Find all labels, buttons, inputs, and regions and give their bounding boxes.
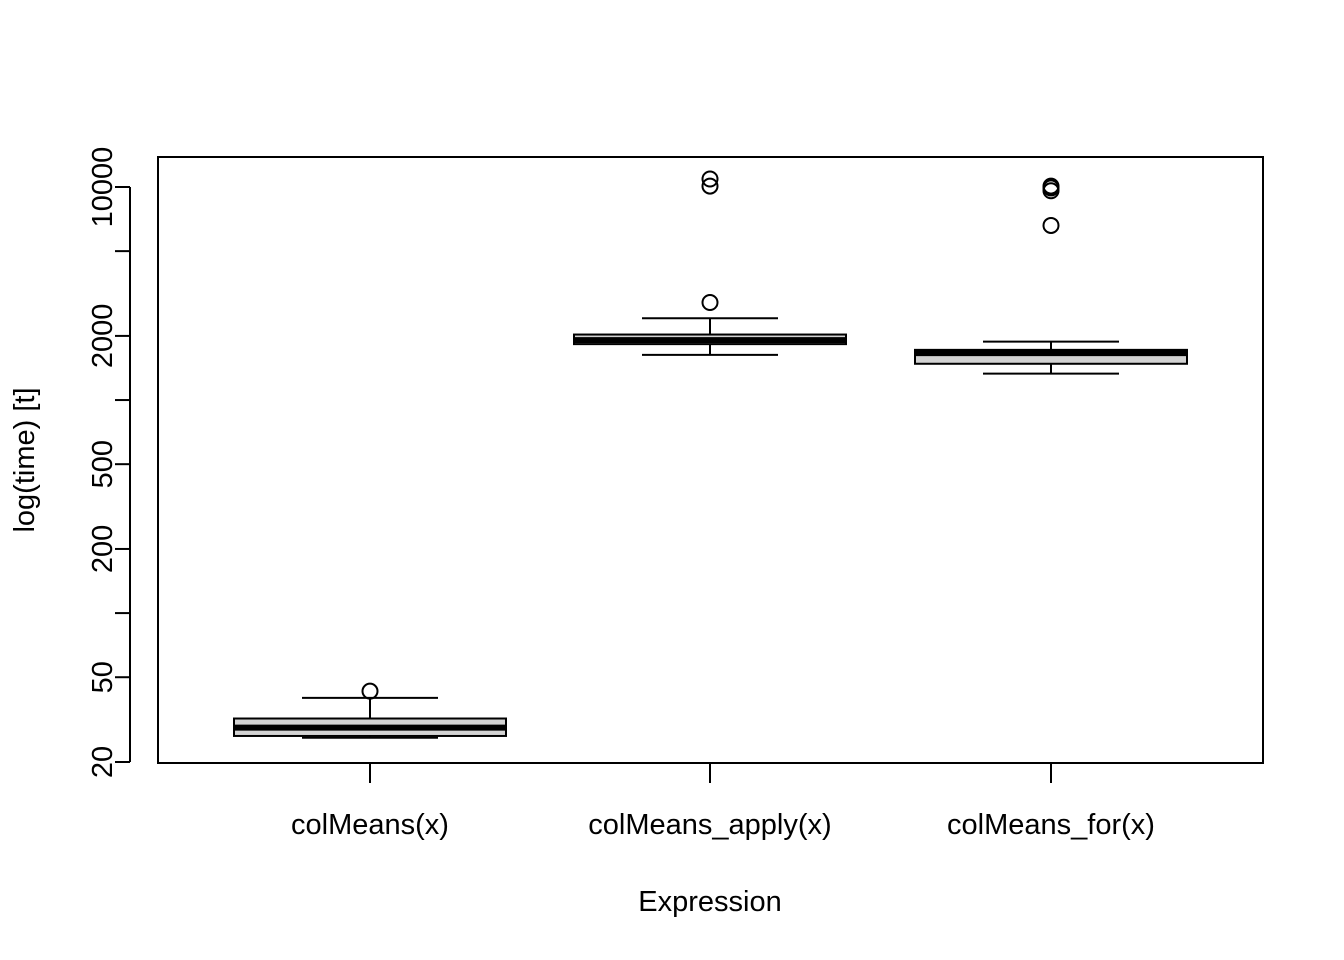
y-tick-label: 50: [87, 661, 119, 693]
x-axis: colMeans(x) colMeans_apply(x) colMeans_for…: [291, 763, 1155, 841]
outlier-point: [701, 177, 719, 195]
outlier-point: [701, 170, 719, 188]
x-tick-label: colMeans(x): [291, 809, 449, 841]
x-axis-label: Expression: [638, 886, 781, 918]
outlier-point: [1042, 177, 1060, 195]
plot-frame: [157, 156, 1264, 764]
y-axis: 20 50 200 500 2000 10000: [87, 147, 131, 778]
boxplot-2: [573, 170, 847, 356]
outlier-point: [361, 682, 379, 700]
y-tick-label: 2000: [87, 304, 119, 369]
y-axis-label: log(time) [t]: [9, 387, 41, 532]
y-tick-label: 500: [87, 440, 119, 488]
y-tick-label: 10000: [87, 147, 119, 228]
outlier-point: [701, 293, 719, 311]
y-tick-label: 200: [87, 525, 119, 573]
x-tick-label: colMeans_apply(x): [588, 809, 831, 841]
x-tick-label: colMeans_for(x): [947, 809, 1155, 841]
boxplot-1: [233, 682, 507, 739]
boxplot-3: [914, 177, 1188, 375]
y-tick-label: 20: [87, 746, 119, 778]
boxes: [233, 170, 1188, 739]
outlier-point: [1042, 216, 1060, 234]
